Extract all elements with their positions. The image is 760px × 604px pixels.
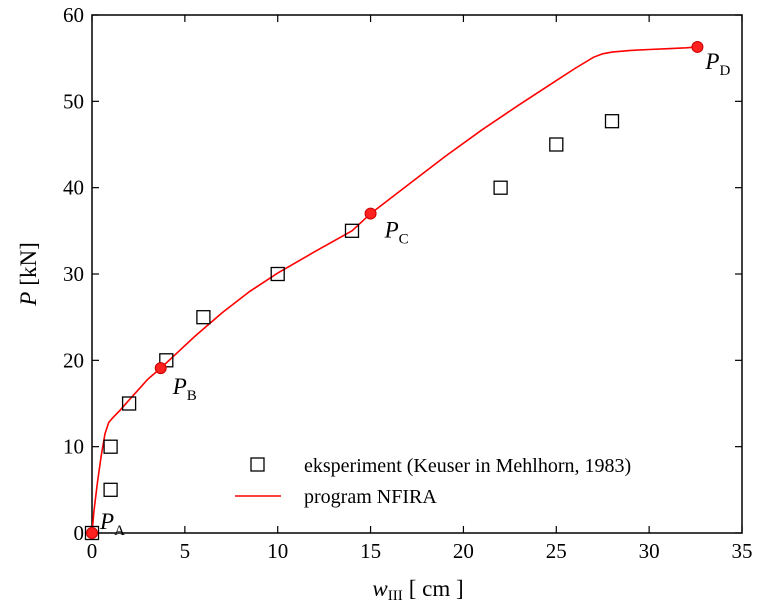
annotated-point-label-c: PC: [384, 218, 409, 248]
annotated-points: PA PB PC PD: [86, 40, 730, 539]
y-tick-label: 60: [63, 3, 84, 27]
annotated-point-a: [86, 527, 98, 539]
experiment-point: [493, 180, 508, 195]
y-tick-label: 10: [63, 435, 84, 459]
x-tick-label: 20: [453, 539, 474, 563]
y-axis-label-symbol: P: [16, 292, 41, 307]
experiment-point: [604, 114, 620, 129]
experiment-point: [196, 310, 211, 325]
annotated-point-c: [364, 207, 377, 220]
x-tick-label: 30: [639, 539, 660, 563]
experiment-point: [121, 396, 137, 411]
y-tick-label: 40: [63, 176, 84, 200]
nfira-line: [91, 46, 698, 534]
experiment-point: [344, 223, 360, 238]
nfira-line-series: [91, 46, 698, 534]
x-axis-label-subscript: III: [388, 588, 403, 604]
x-tick-label: 15: [360, 539, 381, 563]
x-tick-label: 5: [180, 539, 191, 563]
y-tick-label: 0: [74, 521, 85, 545]
x-tick-label: 35: [732, 539, 753, 563]
x-tick-label: 25: [546, 539, 567, 563]
y-tick-label: 20: [63, 348, 84, 372]
x-tick-label: 10: [267, 539, 288, 563]
annotated-point-label-d: PD: [704, 49, 730, 79]
y-axis-label-unit: [kN]: [16, 242, 41, 285]
y-tick-label: 50: [63, 89, 84, 113]
experiment-point: [270, 266, 285, 282]
experiment-point: [103, 439, 118, 454]
legend: eksperiment (Keuser in Mehlhorn, 1983) p…: [235, 455, 631, 508]
experiment-point: [549, 137, 564, 152]
y-axis-label: P [kN]: [16, 242, 41, 307]
annotated-point-d: [691, 40, 704, 53]
annotated-point-b: [154, 362, 167, 375]
x-axis-label: wIII [ cm ]: [372, 576, 463, 604]
axis-ticks: 0 5 10 15 20 25 30 35 0 10 20 30 40 50 60: [63, 3, 753, 563]
experiment-point: [103, 482, 118, 497]
legend-label-experiment: eksperiment (Keuser in Mehlhorn, 1983): [304, 455, 631, 477]
x-tick-label: 0: [87, 539, 98, 563]
y-tick-label: 30: [63, 262, 84, 286]
legend-label-nfira: program NFIRA: [304, 486, 437, 508]
x-axis-label-unit: [ cm ]: [409, 576, 464, 601]
experiment-point: [84, 525, 100, 541]
annotated-point-label-b: PB: [172, 374, 197, 404]
x-axis-label-symbol: w: [372, 576, 388, 601]
annotated-point-label-a: PA: [99, 509, 125, 539]
legend-marker-experiment: [250, 457, 265, 472]
